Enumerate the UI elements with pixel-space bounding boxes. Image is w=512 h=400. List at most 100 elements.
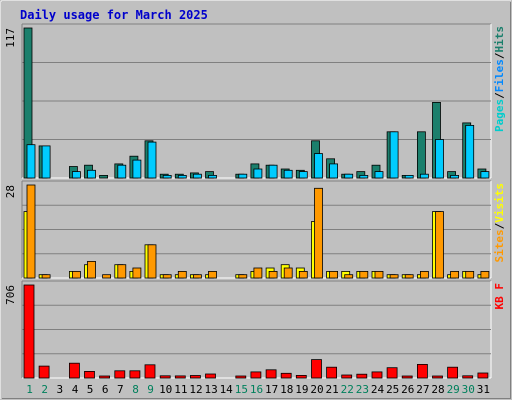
bar-kb-f-day-19 <box>295 374 307 379</box>
x-tick-label: 6 <box>102 383 109 396</box>
x-tick-label: 20 <box>310 383 323 396</box>
y-max-label: 117 <box>4 28 17 48</box>
bar-files-day-19 <box>298 171 308 179</box>
bar-files-day-31 <box>480 171 490 179</box>
bar-kb-f-day-20 <box>311 359 322 379</box>
bar-files-day-26 <box>404 174 414 179</box>
bar-sites-day-31 <box>480 270 490 279</box>
bar-sites-day-5 <box>87 260 96 279</box>
bar-kb-f-day-17 <box>265 369 277 379</box>
x-tick-label: 15 <box>235 383 248 396</box>
legend-item: Visits <box>493 183 506 223</box>
bar-kb-f-day-23 <box>356 373 368 379</box>
bar-files-day-13 <box>208 174 217 179</box>
bar-files-day-10 <box>162 174 172 179</box>
legend-item: Sites <box>493 229 506 262</box>
y-max-label: 706 <box>4 285 17 305</box>
bar-files-day-22 <box>344 173 354 179</box>
x-axis-labels: 1 2 3 4 5 6 7 8 9 10 11 12 13 14 15 16 17 18 19 20 21 22 23 24 2… <box>26 383 490 396</box>
x-tick-label: 2 <box>41 383 48 396</box>
x-tick-label: 11 <box>174 383 187 396</box>
bar-files-day-9 <box>147 141 157 179</box>
bar-kb-f-day-24 <box>371 371 383 379</box>
bar-sites-day-16 <box>253 267 263 279</box>
x-tick-label: 8 <box>132 383 139 396</box>
legend-item: Pages <box>493 99 506 132</box>
x-tick-label: 17 <box>265 383 278 396</box>
bar-sites-day-11 <box>177 270 187 279</box>
bar-files-day-7 <box>117 164 127 179</box>
legend: Sites/Visits <box>493 183 506 263</box>
bar-hits-day-6 <box>99 174 108 179</box>
bar-sites-day-9 <box>147 244 157 279</box>
bar-sites-day-8 <box>132 267 142 279</box>
bar-files-day-28 <box>435 139 444 179</box>
x-tick-label: 24 <box>371 383 385 396</box>
x-tick-label: 7 <box>117 383 124 396</box>
bar-files-day-29 <box>450 174 460 179</box>
bar-kb-f-day-26 <box>401 375 413 379</box>
y-max-label: 28 <box>4 185 17 198</box>
bar-files-day-25 <box>389 131 399 179</box>
bar-kb-f-day-4 <box>69 362 80 379</box>
x-tick-label: 30 <box>462 383 475 396</box>
bar-kb-f-day-13 <box>205 373 216 379</box>
bar-kb-f-day-1 <box>23 284 35 379</box>
bar-sites-day-15 <box>238 274 248 279</box>
x-tick-label: 10 <box>159 383 172 396</box>
legend-item: KB F <box>493 283 506 310</box>
bar-kb-f-day-7 <box>114 370 126 379</box>
bar-files-day-30 <box>465 125 475 179</box>
bar-sites-day-21 <box>329 270 339 279</box>
x-tick-label: 16 <box>250 383 263 396</box>
x-tick-label: 27 <box>416 383 429 396</box>
bar-kb-f-day-27 <box>416 363 428 379</box>
bar-files-day-12 <box>192 173 202 179</box>
bar-files-day-21 <box>329 163 339 179</box>
x-tick-label: 12 <box>189 383 202 396</box>
bar-files-day-11 <box>177 174 187 179</box>
bar-files-day-8 <box>132 159 142 179</box>
bar-kb-f-day-10 <box>159 375 171 379</box>
bar-files-day-24 <box>374 171 384 179</box>
bar-sites-day-17 <box>268 270 278 279</box>
x-tick-label: 23 <box>356 383 369 396</box>
bar-sites-day-4 <box>72 270 81 279</box>
bar-kb-f-day-30 <box>462 375 474 379</box>
x-tick-label: 26 <box>401 383 414 396</box>
bar-files-day-1 <box>26 144 36 179</box>
bar-kb-f-day-18 <box>280 372 292 379</box>
bar-sites-day-18 <box>283 267 293 279</box>
x-tick-label: 28 <box>431 383 444 396</box>
bar-files-day-16 <box>253 168 263 179</box>
x-tick-label: 19 <box>295 383 308 396</box>
bar-sites-day-20 <box>314 187 323 279</box>
x-tick-label: 31 <box>477 383 490 396</box>
legend-item: Hits <box>493 26 506 53</box>
bar-sites-day-25 <box>389 274 399 279</box>
bar-sites-day-19 <box>298 270 308 279</box>
bar-sites-day-30 <box>465 270 475 279</box>
x-tick-label: 14 <box>220 383 234 396</box>
x-tick-label: 5 <box>87 383 94 396</box>
bar-sites-day-10 <box>162 274 172 279</box>
x-tick-label: 29 <box>447 383 460 396</box>
panel-2: 28 Sites/Visits <box>4 180 506 279</box>
legend: Pages/Files/Hits <box>493 26 506 132</box>
bar-sites-day-24 <box>374 270 384 279</box>
bar-files-day-4 <box>72 171 81 179</box>
bar-sites-day-6 <box>102 274 111 279</box>
bar-kb-f-day-29 <box>447 366 459 379</box>
bar-files-day-17 <box>268 164 278 179</box>
bar-kb-f-day-21 <box>326 366 338 379</box>
bar-sites-day-29 <box>450 270 460 279</box>
bar-kb-f-day-6 <box>99 375 110 379</box>
bar-hits-day-27 <box>416 131 426 179</box>
legend-item: / <box>493 92 506 99</box>
x-tick-label: 21 <box>325 383 338 396</box>
bar-sites-day-7 <box>117 264 127 279</box>
legend-item: / <box>493 222 506 229</box>
